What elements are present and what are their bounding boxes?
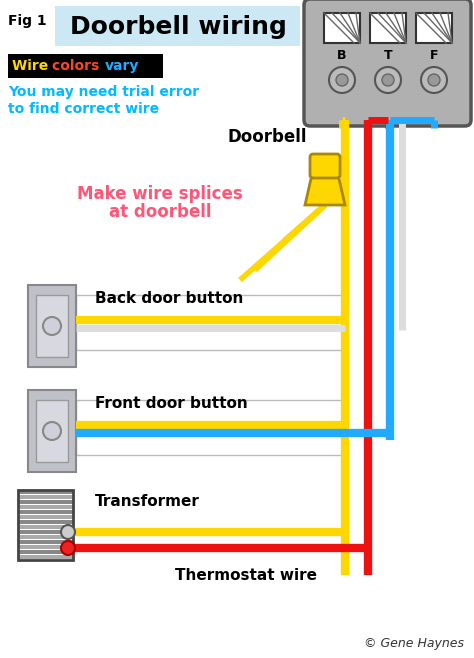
- Circle shape: [382, 74, 394, 86]
- Bar: [28, 390, 76, 472]
- Bar: [18, 520, 73, 524]
- Text: You may need trial error: You may need trial error: [8, 85, 199, 99]
- Text: Back door button: Back door button: [95, 291, 243, 306]
- Bar: [18, 555, 73, 559]
- Bar: [18, 495, 73, 499]
- Text: Make wire splices: Make wire splices: [77, 185, 243, 203]
- Circle shape: [61, 525, 75, 539]
- Circle shape: [375, 67, 401, 93]
- Bar: [18, 510, 73, 514]
- Text: Transformer: Transformer: [95, 494, 200, 509]
- FancyBboxPatch shape: [304, 0, 471, 126]
- Bar: [28, 285, 76, 367]
- Bar: [8, 54, 163, 78]
- Text: Doorbell: Doorbell: [228, 128, 308, 146]
- Text: to find correct wire: to find correct wire: [8, 102, 159, 116]
- Text: F: F: [430, 49, 438, 62]
- Circle shape: [329, 67, 355, 93]
- Polygon shape: [305, 170, 345, 205]
- Circle shape: [43, 422, 61, 440]
- Bar: [18, 530, 73, 534]
- Bar: [18, 505, 73, 509]
- Bar: [55, 6, 300, 46]
- Text: Front door button: Front door button: [95, 396, 248, 411]
- Text: Fig 1: Fig 1: [8, 14, 46, 28]
- Bar: [18, 550, 73, 554]
- Bar: [18, 500, 73, 504]
- Text: vary: vary: [105, 59, 139, 73]
- Bar: [18, 490, 73, 560]
- Bar: [18, 540, 73, 544]
- Circle shape: [421, 67, 447, 93]
- Circle shape: [428, 74, 440, 86]
- Text: B: B: [337, 49, 347, 62]
- Text: Doorbell wiring: Doorbell wiring: [70, 15, 286, 39]
- Bar: [18, 535, 73, 539]
- Bar: [18, 515, 73, 519]
- Bar: [36, 295, 68, 357]
- Bar: [18, 545, 73, 549]
- Text: Wire: Wire: [12, 59, 53, 73]
- Bar: [324, 13, 360, 43]
- Circle shape: [43, 317, 61, 335]
- Text: T: T: [383, 49, 392, 62]
- Circle shape: [61, 541, 75, 555]
- Bar: [18, 525, 73, 529]
- FancyBboxPatch shape: [310, 154, 340, 178]
- Text: © Gene Haynes: © Gene Haynes: [364, 637, 464, 650]
- Text: Thermostat wire: Thermostat wire: [175, 568, 317, 583]
- Bar: [76, 295, 345, 350]
- Text: at doorbell: at doorbell: [109, 203, 211, 221]
- Bar: [370, 13, 406, 43]
- Bar: [18, 490, 73, 494]
- Bar: [36, 400, 68, 462]
- Bar: [76, 400, 345, 455]
- Circle shape: [336, 74, 348, 86]
- Text: colors: colors: [52, 59, 104, 73]
- Bar: [416, 13, 452, 43]
